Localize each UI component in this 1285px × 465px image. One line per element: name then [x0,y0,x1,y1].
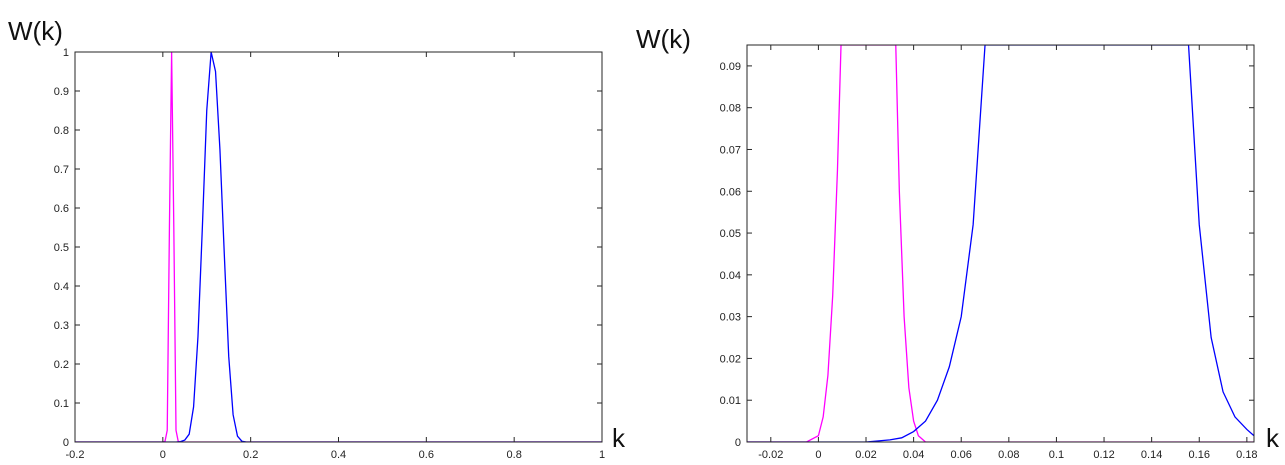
x-tick-label: 1 [599,449,605,461]
x-tick-label: 0 [160,449,166,461]
y-tick-label: 0.8 [54,125,69,137]
x-tick-label: 0.16 [1189,449,1210,461]
x-tick-label: 0 [815,449,821,461]
x-tick-label: -0.2 [66,449,85,461]
right-chart: W(k) k -0.02 0 0.02 0.04 0.06 0.08 0.1 0.12 0.14… [636,24,1280,461]
x-tick-label: 0.6 [419,449,434,461]
x-tick-label: 0.4 [331,449,346,461]
right-x-axis-label: k [1266,423,1280,453]
x-tick-label: 0.2 [243,449,258,461]
x-tick-label: 0.04 [903,449,924,461]
y-tick-label: 0.07 [720,144,741,156]
series-line-1 [75,52,602,442]
y-tick-label: 0.5 [54,242,69,254]
left-x-axis-label: k [612,423,626,453]
y-tick-label: 0.08 [720,103,741,115]
left-chart: W(k) k -0.2 0 0.2 0.4 0.6 0.8 100.10.20.30.40.… [8,16,626,461]
left-plot-area: -0.2 0 0.2 0.4 0.6 0.8 100.10.20.30.40.50.60.7… [54,47,605,461]
y-tick-label: 0.1 [54,398,69,410]
y-tick-label: 0.03 [720,312,741,324]
y-tick-label: 0.2 [54,359,69,371]
y-tick-label: 0 [735,437,741,449]
x-tick-label: 0.1 [1049,449,1064,461]
x-tick-label: 0.18 [1236,449,1257,461]
y-tick-label: 0 [63,437,69,449]
y-tick-label: 0.3 [54,320,69,332]
x-tick-label: 0.06 [951,449,972,461]
x-tick-label: 0.08 [998,449,1019,461]
y-tick-label: 0.05 [720,228,741,240]
right-plot-area: -0.02 0 0.02 0.04 0.06 0.08 0.1 0.12 0.14 0.16 0.1… [720,44,1258,461]
y-tick-label: 0.04 [720,270,741,282]
y-tick-label: 0.01 [720,395,741,407]
series-line-0 [75,52,602,442]
x-tick-label: 0.14 [1141,449,1162,461]
y-tick-label: 0.6 [54,203,69,215]
y-tick-label: 0.09 [720,61,741,73]
y-tick-label: 0.9 [54,86,69,98]
axes-box [74,51,603,443]
series-line-0 [747,45,1254,442]
left-y-axis-label: W(k) [8,16,63,46]
axes-box [746,44,1255,443]
x-tick-label: 0.8 [507,449,522,461]
right-y-axis-label: W(k) [636,24,691,54]
series-line-1 [747,45,1254,442]
y-tick-label: 0.4 [54,281,69,293]
y-tick-label: 0.7 [54,164,69,176]
y-tick-label: 0.06 [720,186,741,198]
y-tick-label: 0.02 [720,353,741,365]
x-tick-label: -0.02 [758,449,783,461]
x-tick-label: 0.12 [1093,449,1114,461]
x-tick-label: 0.02 [855,449,876,461]
y-tick-label: 1 [63,47,69,59]
